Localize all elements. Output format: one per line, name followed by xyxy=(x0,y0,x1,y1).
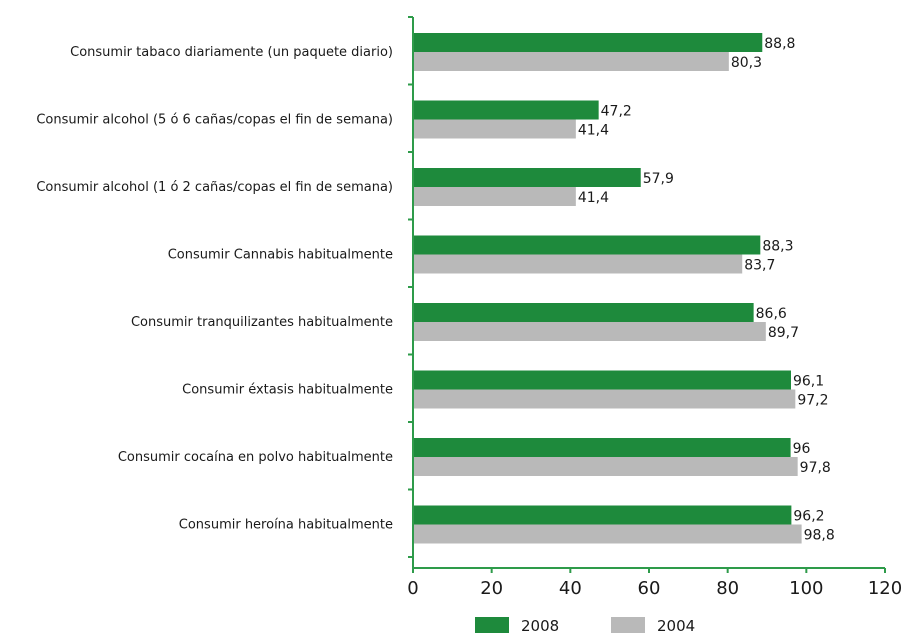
bar-2008 xyxy=(413,370,791,390)
data-label-2008: 96,2 xyxy=(793,509,824,525)
category-label: Consumir tranquilizantes habitualmente xyxy=(131,315,393,330)
data-label-2008: 96,1 xyxy=(793,374,824,390)
category-label: Consumir Cannabis habitualmente xyxy=(168,248,393,263)
category-label: Consumir tabaco diariamente (un paquete … xyxy=(70,45,393,60)
category-label: Consumir heroína habitualmente xyxy=(179,518,393,533)
bar-2004 xyxy=(413,187,576,206)
data-label-2004: 97,8 xyxy=(800,460,831,476)
legend-label-2008: 2008 xyxy=(521,617,559,635)
category-label: Consumir éxtasis habitualmente xyxy=(182,383,393,398)
bar-2004 xyxy=(413,457,798,476)
data-label-2008: 96 xyxy=(793,441,811,457)
x-tick-label: 0 xyxy=(407,578,418,599)
bar-2004 xyxy=(413,389,796,409)
data-label-2004: 80,3 xyxy=(731,55,762,71)
bar-2008 xyxy=(413,168,641,187)
x-tick-label: 20 xyxy=(480,578,503,599)
bar-2008 xyxy=(413,100,599,120)
data-label-2008: 57,9 xyxy=(643,171,674,187)
value-labels: 88,880,3 47,2 41,4 57,9 41,4 88,3 83,7 86,6 89,7… xyxy=(578,36,835,544)
legend: 2008 2004 xyxy=(475,617,695,635)
x-tick-label: 100 xyxy=(789,578,823,599)
x-tick-label: 40 xyxy=(559,578,582,599)
bar-2008 xyxy=(413,33,763,52)
bars xyxy=(413,33,802,544)
category-labels: Consumir tabaco diariamente (un paquete … xyxy=(36,45,393,533)
legend-swatch-2008 xyxy=(475,617,509,633)
bar-2004 xyxy=(413,254,743,274)
data-label-2004: 89,7 xyxy=(768,325,799,341)
axes: 0 20 40 60 80 100 120 xyxy=(407,16,902,599)
x-tick-label: 120 xyxy=(868,578,902,599)
bar-2008 xyxy=(413,235,761,255)
bar-2004 xyxy=(413,52,729,71)
bar-2004 xyxy=(413,524,802,544)
category-label: Consumir cocaína en polvo habitualmente xyxy=(118,450,393,465)
legend-swatch-2004 xyxy=(611,617,645,633)
bar-2008 xyxy=(413,505,792,525)
bar-2008 xyxy=(413,438,791,457)
data-label-2004: 41,4 xyxy=(578,190,609,206)
data-label-2004: 83,7 xyxy=(744,258,775,274)
data-label-2008: 88,3 xyxy=(762,239,793,255)
bar-2004 xyxy=(413,322,766,341)
data-label-2008: 47,2 xyxy=(601,104,632,120)
data-label-2008: 86,6 xyxy=(756,306,787,322)
data-label-2004: 97,2 xyxy=(797,393,828,409)
category-label: Consumir alcohol (5 ó 6 cañas/copas el f… xyxy=(36,113,393,128)
x-tick-label: 80 xyxy=(716,578,739,599)
bar-2008 xyxy=(413,303,754,322)
data-label-2008: 88,8 xyxy=(764,36,795,52)
data-label-2004: 41,4 xyxy=(578,123,609,139)
category-label: Consumir alcohol (1 ó 2 cañas/copas el f… xyxy=(36,180,393,195)
legend-label-2004: 2004 xyxy=(657,617,695,635)
data-label-2004: 98,8 xyxy=(804,528,835,544)
bar-2004 xyxy=(413,119,576,139)
x-tick-label: 60 xyxy=(638,578,661,599)
